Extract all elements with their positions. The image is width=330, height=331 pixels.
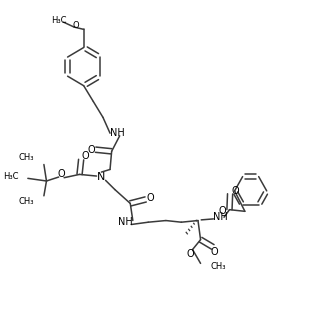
- Text: O: O: [186, 249, 194, 259]
- Text: NH: NH: [118, 217, 133, 227]
- Text: O: O: [82, 151, 89, 161]
- Text: O: O: [87, 145, 95, 155]
- Text: H₃C: H₃C: [51, 16, 67, 25]
- Text: CH₃: CH₃: [19, 197, 34, 206]
- Text: O: O: [211, 247, 218, 257]
- Text: N: N: [97, 172, 106, 182]
- Text: O: O: [218, 206, 226, 216]
- Text: O: O: [231, 186, 239, 196]
- Text: CH₃: CH₃: [18, 153, 34, 162]
- Text: NH: NH: [110, 128, 124, 138]
- Text: O: O: [72, 21, 79, 30]
- Text: H₃C: H₃C: [3, 172, 18, 181]
- Text: O: O: [146, 193, 154, 203]
- Text: O: O: [57, 169, 65, 179]
- Text: CH₃: CH₃: [211, 261, 226, 270]
- Text: NH: NH: [213, 212, 228, 222]
